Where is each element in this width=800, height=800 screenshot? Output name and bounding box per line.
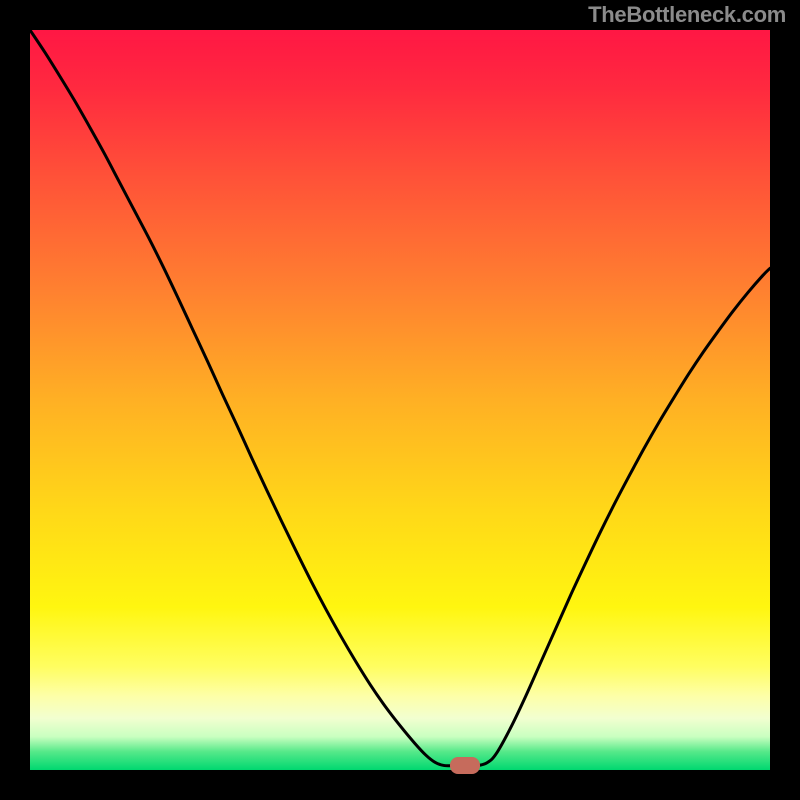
bottleneck-curve — [30, 30, 770, 766]
curve-svg — [30, 30, 770, 770]
minimum-marker — [450, 757, 480, 774]
plot-area — [30, 30, 770, 770]
watermark-text: TheBottleneck.com — [588, 2, 786, 28]
